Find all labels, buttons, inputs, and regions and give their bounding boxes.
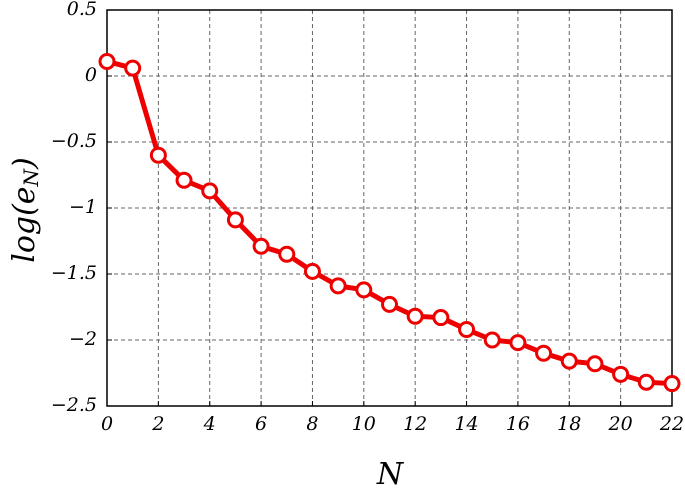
data-point [201,182,219,200]
x-tick-label: 8 [306,413,318,435]
data-point [278,245,296,263]
x-tick-label: 0 [101,413,113,435]
x-tick-label: 16 [506,413,530,435]
data-point [535,344,553,362]
x-tick-label: 12 [403,413,427,435]
x-axis-label: N [376,457,405,492]
data-point [98,52,116,70]
data-point [329,277,347,295]
data-point [226,211,244,229]
y-tick-label: −2.5 [51,394,97,416]
y-label-main: log(e [7,186,42,262]
data-point [560,352,578,370]
data-point [124,59,142,77]
data-point [509,334,527,352]
data-point [381,295,398,313]
y-tick-label: −1.5 [51,262,97,284]
data-point [586,355,604,373]
x-tick-label: 14 [454,413,478,435]
y-tick-label: −2 [69,328,97,350]
data-point [355,281,373,299]
data-point [458,320,476,338]
data-point [175,171,193,189]
y-tick-label: −1 [69,196,97,218]
data-point [406,307,424,325]
data-point [432,309,450,327]
data-point [252,237,270,255]
x-tick-label: 4 [203,413,216,435]
x-tick-label: 6 [255,413,267,435]
data-point [149,146,167,164]
data-point [663,375,681,393]
x-tick-label: 22 [659,413,684,435]
data-point [483,331,501,349]
y-tick-label: 0 [85,64,97,86]
x-tick-label: 20 [608,413,633,435]
data-point [637,373,655,391]
y-label-sub: N [19,167,43,187]
y-axis-label: log(eN) [7,157,43,263]
x-tick-label: 10 [352,413,376,435]
y-tick-label: −0.5 [51,130,97,152]
y-label-close: ) [7,157,42,170]
data-point [303,262,321,280]
y-tick-label: 0.5 [67,0,97,20]
data-line [106,59,673,387]
data-point [612,365,630,383]
plot-frame [106,9,673,407]
x-tick-label: 18 [557,413,581,435]
x-tick-label: 2 [151,413,164,435]
